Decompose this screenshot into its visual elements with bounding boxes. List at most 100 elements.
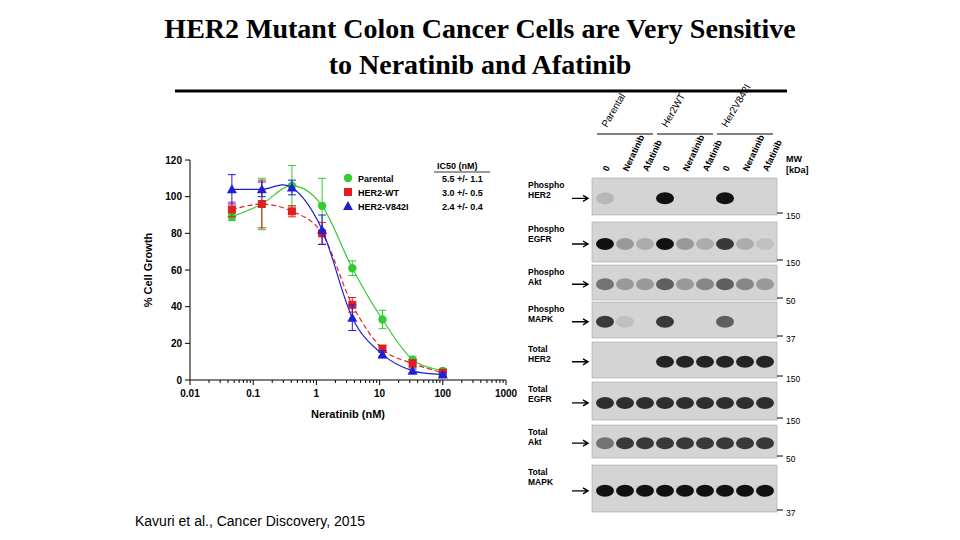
blot-band	[636, 192, 654, 204]
slide-title: to Neratinib and Afatinib	[329, 49, 632, 80]
blot-band	[656, 238, 674, 250]
x-minor-tick	[228, 380, 229, 383]
citation: Kavuri et al., Cancer Discovery, 2015	[135, 513, 365, 529]
western-blot: ParentalHer2WTHer2V842I0NeratinibAfatini…	[528, 82, 809, 518]
lane-group-rule	[657, 133, 713, 134]
blot-band	[736, 485, 754, 497]
row-arrow	[572, 400, 588, 406]
legend-label: Parental	[358, 174, 394, 184]
error-bar	[318, 215, 326, 244]
x-tick	[190, 380, 191, 385]
blot-band	[756, 397, 774, 409]
x-minor-tick	[234, 380, 235, 383]
blot-band	[616, 278, 634, 290]
error-bar	[348, 261, 356, 276]
row-label-line: Total	[528, 427, 548, 437]
blot-band	[756, 316, 774, 328]
blot-band	[656, 316, 674, 328]
row-label: PhosphoHER2	[528, 180, 564, 200]
row-label-line: Akt	[528, 277, 542, 287]
mw-tick	[777, 260, 783, 261]
x-minor-tick	[291, 380, 292, 383]
blot-band	[736, 238, 754, 250]
x-minor-tick	[436, 380, 437, 383]
mw-label: 37	[786, 334, 796, 344]
blot-band	[596, 485, 614, 497]
mw-header: MW[kDa]	[786, 154, 809, 175]
series-group	[228, 180, 447, 376]
series-line	[232, 185, 443, 375]
blot-band	[696, 437, 714, 449]
blot-band	[756, 437, 774, 449]
mw-label: 150	[786, 211, 800, 221]
lane-group-label: Her2WT	[659, 91, 687, 129]
marker-triangle	[287, 183, 297, 192]
blot-band	[696, 485, 714, 497]
blot-band	[596, 397, 614, 409]
x-tick-label: 1	[314, 388, 320, 399]
blot-band	[616, 356, 634, 368]
y-axis-label: % Cell Growth	[142, 232, 154, 307]
lane-group-label: Parental	[599, 91, 627, 129]
blot-band	[596, 192, 614, 204]
row-label: PhosphoMAPK	[528, 304, 564, 324]
blot-band	[756, 278, 774, 290]
blot-band	[616, 485, 634, 497]
row-arrow	[572, 488, 588, 494]
marker-circle	[378, 315, 386, 323]
mw-label: 50	[786, 454, 796, 464]
x-tick-label: 1000	[495, 388, 518, 399]
blot-band	[636, 437, 654, 449]
blot-band	[736, 192, 754, 204]
row-arrow	[572, 195, 588, 201]
x-minor-tick	[496, 380, 497, 383]
marker-square	[228, 206, 236, 214]
x-minor-tick	[503, 380, 504, 383]
x-minor-tick	[354, 380, 355, 383]
row-arrow	[572, 319, 588, 325]
blot-band	[656, 192, 674, 204]
row-label-line: EGFR	[528, 234, 552, 244]
x-minor-tick	[480, 380, 481, 383]
row-label-line: HER2	[528, 354, 551, 364]
mw-header-part: [kDa]	[786, 165, 809, 175]
marker-triangle	[408, 366, 418, 375]
row-label-line: Akt	[528, 437, 542, 447]
blot-band	[636, 356, 654, 368]
legend-ic50: 5.5 +/- 1.1	[442, 174, 483, 184]
blot-band	[716, 316, 734, 328]
chart: 0204060801001200.010.11101001000Neratini…	[142, 155, 518, 421]
x-minor-tick	[250, 380, 251, 383]
blot-band	[596, 238, 614, 250]
blot-band	[616, 316, 634, 328]
blot-band	[676, 316, 694, 328]
blot-band	[756, 238, 774, 250]
x-minor-tick	[310, 380, 311, 383]
x-tick-label: 100	[434, 388, 451, 399]
y-tick	[185, 270, 190, 271]
x-tick	[316, 380, 317, 385]
marker-circle	[344, 174, 352, 182]
blot-panel	[592, 425, 777, 458]
y-tick-label: 120	[165, 155, 182, 166]
x-minor-tick	[220, 380, 221, 383]
legend-ic50: 3.0 +/- 0.5	[442, 188, 483, 198]
x-minor-tick	[313, 380, 314, 383]
blot-band	[676, 485, 694, 497]
mw-tick	[777, 418, 783, 419]
blot-band	[636, 485, 654, 497]
blot-band	[596, 356, 614, 368]
error-bar	[258, 180, 266, 228]
marker-triangle	[227, 184, 237, 193]
row-arrow	[572, 359, 588, 365]
x-tick-label: 10	[374, 388, 386, 399]
blot-panel	[592, 178, 777, 215]
x-minor-tick	[360, 380, 361, 383]
x-minor-tick	[398, 380, 399, 383]
blot-band	[616, 437, 634, 449]
y-tick	[185, 380, 190, 381]
x-minor-tick	[302, 380, 303, 383]
blot-band	[736, 437, 754, 449]
blot-band	[696, 316, 714, 328]
error-bar	[258, 178, 266, 229]
